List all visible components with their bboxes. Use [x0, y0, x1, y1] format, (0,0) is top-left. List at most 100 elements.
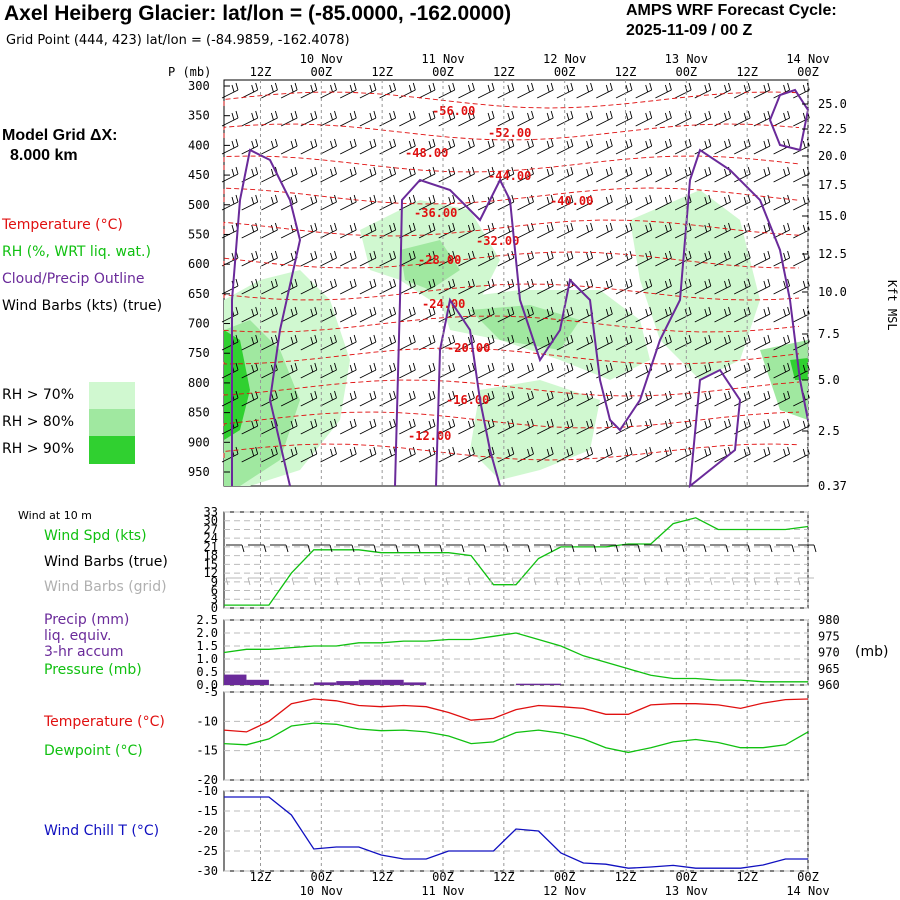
wind-barb-grid-flag	[687, 577, 691, 586]
wind-barb-staff	[576, 201, 593, 211]
wind-barb-flag	[491, 362, 495, 371]
wind-barb	[753, 166, 771, 183]
wind-barb-flag	[270, 280, 274, 289]
wind-barb-flag	[251, 196, 255, 205]
wind-barb-flag	[802, 168, 806, 177]
wind-barb-flag	[605, 308, 609, 317]
wind-barb-flag	[393, 362, 397, 371]
wind-barb-flag	[747, 138, 751, 147]
wind-barb-flag	[290, 84, 294, 93]
temperature-contour-label: -56.00	[432, 104, 475, 118]
wind-barb-flag	[747, 82, 751, 91]
wind-barb-flag	[609, 194, 613, 203]
wind-barb-flag	[314, 362, 318, 371]
wind-barb	[458, 82, 475, 99]
pressure-tick-label: 800	[188, 376, 210, 390]
wind-barb-staff	[714, 425, 731, 435]
wind-barb-flag	[314, 334, 318, 343]
wind-barb-flag	[334, 446, 337, 455]
wind-barb	[320, 82, 337, 99]
wind-barb-flag	[412, 82, 416, 91]
wind-barb-flag	[428, 448, 432, 457]
wind-barb-flag	[448, 84, 452, 93]
wind-barb-flag	[783, 84, 787, 93]
wind-barb-flag	[724, 112, 727, 121]
wind-barb-staff	[753, 453, 771, 463]
wind-barb-flag	[255, 306, 259, 315]
wind-barb	[753, 222, 771, 239]
precip-tick-label: 1.0	[196, 652, 218, 666]
wind-barb	[300, 194, 318, 211]
wind-barb-staff	[300, 285, 318, 295]
wind-barb-flag	[787, 390, 791, 399]
wind-barb-flag	[369, 448, 373, 457]
wind-barb-flag	[590, 82, 594, 91]
wind-barb-flag	[566, 112, 570, 121]
wind-barb-flag	[511, 82, 515, 91]
wind-barb	[596, 194, 613, 211]
wind-barb-flag	[330, 392, 333, 401]
pressure-tick-label: 970	[818, 646, 840, 660]
wind-barb-flag	[487, 112, 491, 121]
wind-barb	[635, 278, 653, 295]
wind-barb	[339, 418, 357, 435]
wind-barb-flag	[349, 112, 353, 121]
wind-barb-flag	[310, 392, 314, 401]
wind-barb-staff	[635, 89, 652, 99]
wind-barb	[517, 250, 534, 267]
wind-barb-flag	[251, 280, 255, 289]
wind-barb	[733, 362, 751, 379]
wind-barb-staff	[694, 229, 712, 239]
wind-barb-flag	[270, 252, 274, 261]
wind-barb-true-flag	[483, 544, 487, 553]
wind-barb-flag	[704, 392, 708, 401]
height-tick-label: 2.5	[818, 424, 840, 438]
wind-barb	[576, 362, 594, 379]
wind-barb-flag	[428, 224, 432, 233]
wind-barb-flag	[704, 308, 708, 317]
wind-barb-flag	[787, 166, 791, 175]
wind-barb-flag	[511, 446, 515, 455]
wind-barb-flag	[349, 336, 353, 345]
wind-barb-flag	[566, 252, 570, 261]
wind-barb-flag	[708, 278, 712, 287]
wind-barb-staff	[753, 145, 771, 155]
wind-barb-flag	[688, 138, 692, 147]
wind-barb-flag	[353, 418, 357, 427]
wind-barb-staff	[359, 397, 377, 407]
wind-barb	[714, 334, 731, 351]
wind-barb-flag	[235, 110, 239, 119]
precip-tick-label: 0.0	[196, 678, 218, 692]
wind-barb-flag	[566, 224, 570, 233]
wind-barb	[458, 166, 475, 183]
wind-barb	[320, 390, 337, 407]
wind-barb-flag	[728, 250, 731, 259]
wind-barb-true-flag	[285, 544, 289, 553]
wind-barb-staff	[615, 173, 633, 183]
wind-barb	[576, 446, 594, 463]
wind-barb-staff	[418, 369, 436, 379]
wind-barb-true-flag	[681, 544, 685, 553]
wind-barb-flag	[471, 418, 475, 427]
wind-barb-flag	[645, 84, 649, 93]
wind-barb-flag	[487, 168, 491, 177]
wind-barb-flag	[708, 82, 712, 91]
wind-barb-flag	[625, 84, 629, 93]
wind-barb-flag	[747, 194, 751, 203]
wind-barb-flag	[645, 420, 649, 429]
wind-barb-flag	[408, 252, 412, 261]
wind-barb-staff	[674, 425, 692, 435]
wind-barb-flag	[743, 308, 747, 317]
wind-barb-staff	[714, 229, 731, 239]
wind-barb-staff	[793, 145, 810, 155]
wind-barb-staff	[477, 173, 495, 183]
wind-barb-flag	[251, 112, 255, 121]
wind-barb-staff	[733, 89, 751, 99]
wind-barb	[694, 82, 712, 99]
wind-barb-flag	[570, 362, 574, 371]
wind-barb-flag	[270, 84, 274, 93]
wind-barb-flag	[743, 420, 747, 429]
wind-barb-grid-flag	[731, 577, 735, 586]
wind-barb	[655, 194, 672, 211]
wind-barb-grid-flag	[423, 577, 427, 586]
